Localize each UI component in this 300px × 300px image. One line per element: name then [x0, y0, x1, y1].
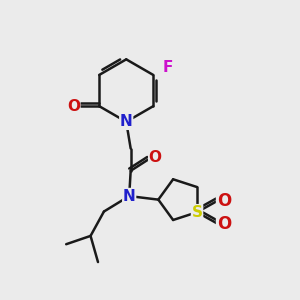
Text: O: O	[149, 150, 162, 165]
Text: N: N	[123, 189, 136, 204]
Text: N: N	[120, 114, 133, 129]
Text: O: O	[217, 214, 231, 232]
Text: O: O	[217, 192, 231, 210]
Text: F: F	[162, 60, 173, 75]
Text: S: S	[191, 205, 203, 220]
Text: O: O	[67, 99, 80, 114]
